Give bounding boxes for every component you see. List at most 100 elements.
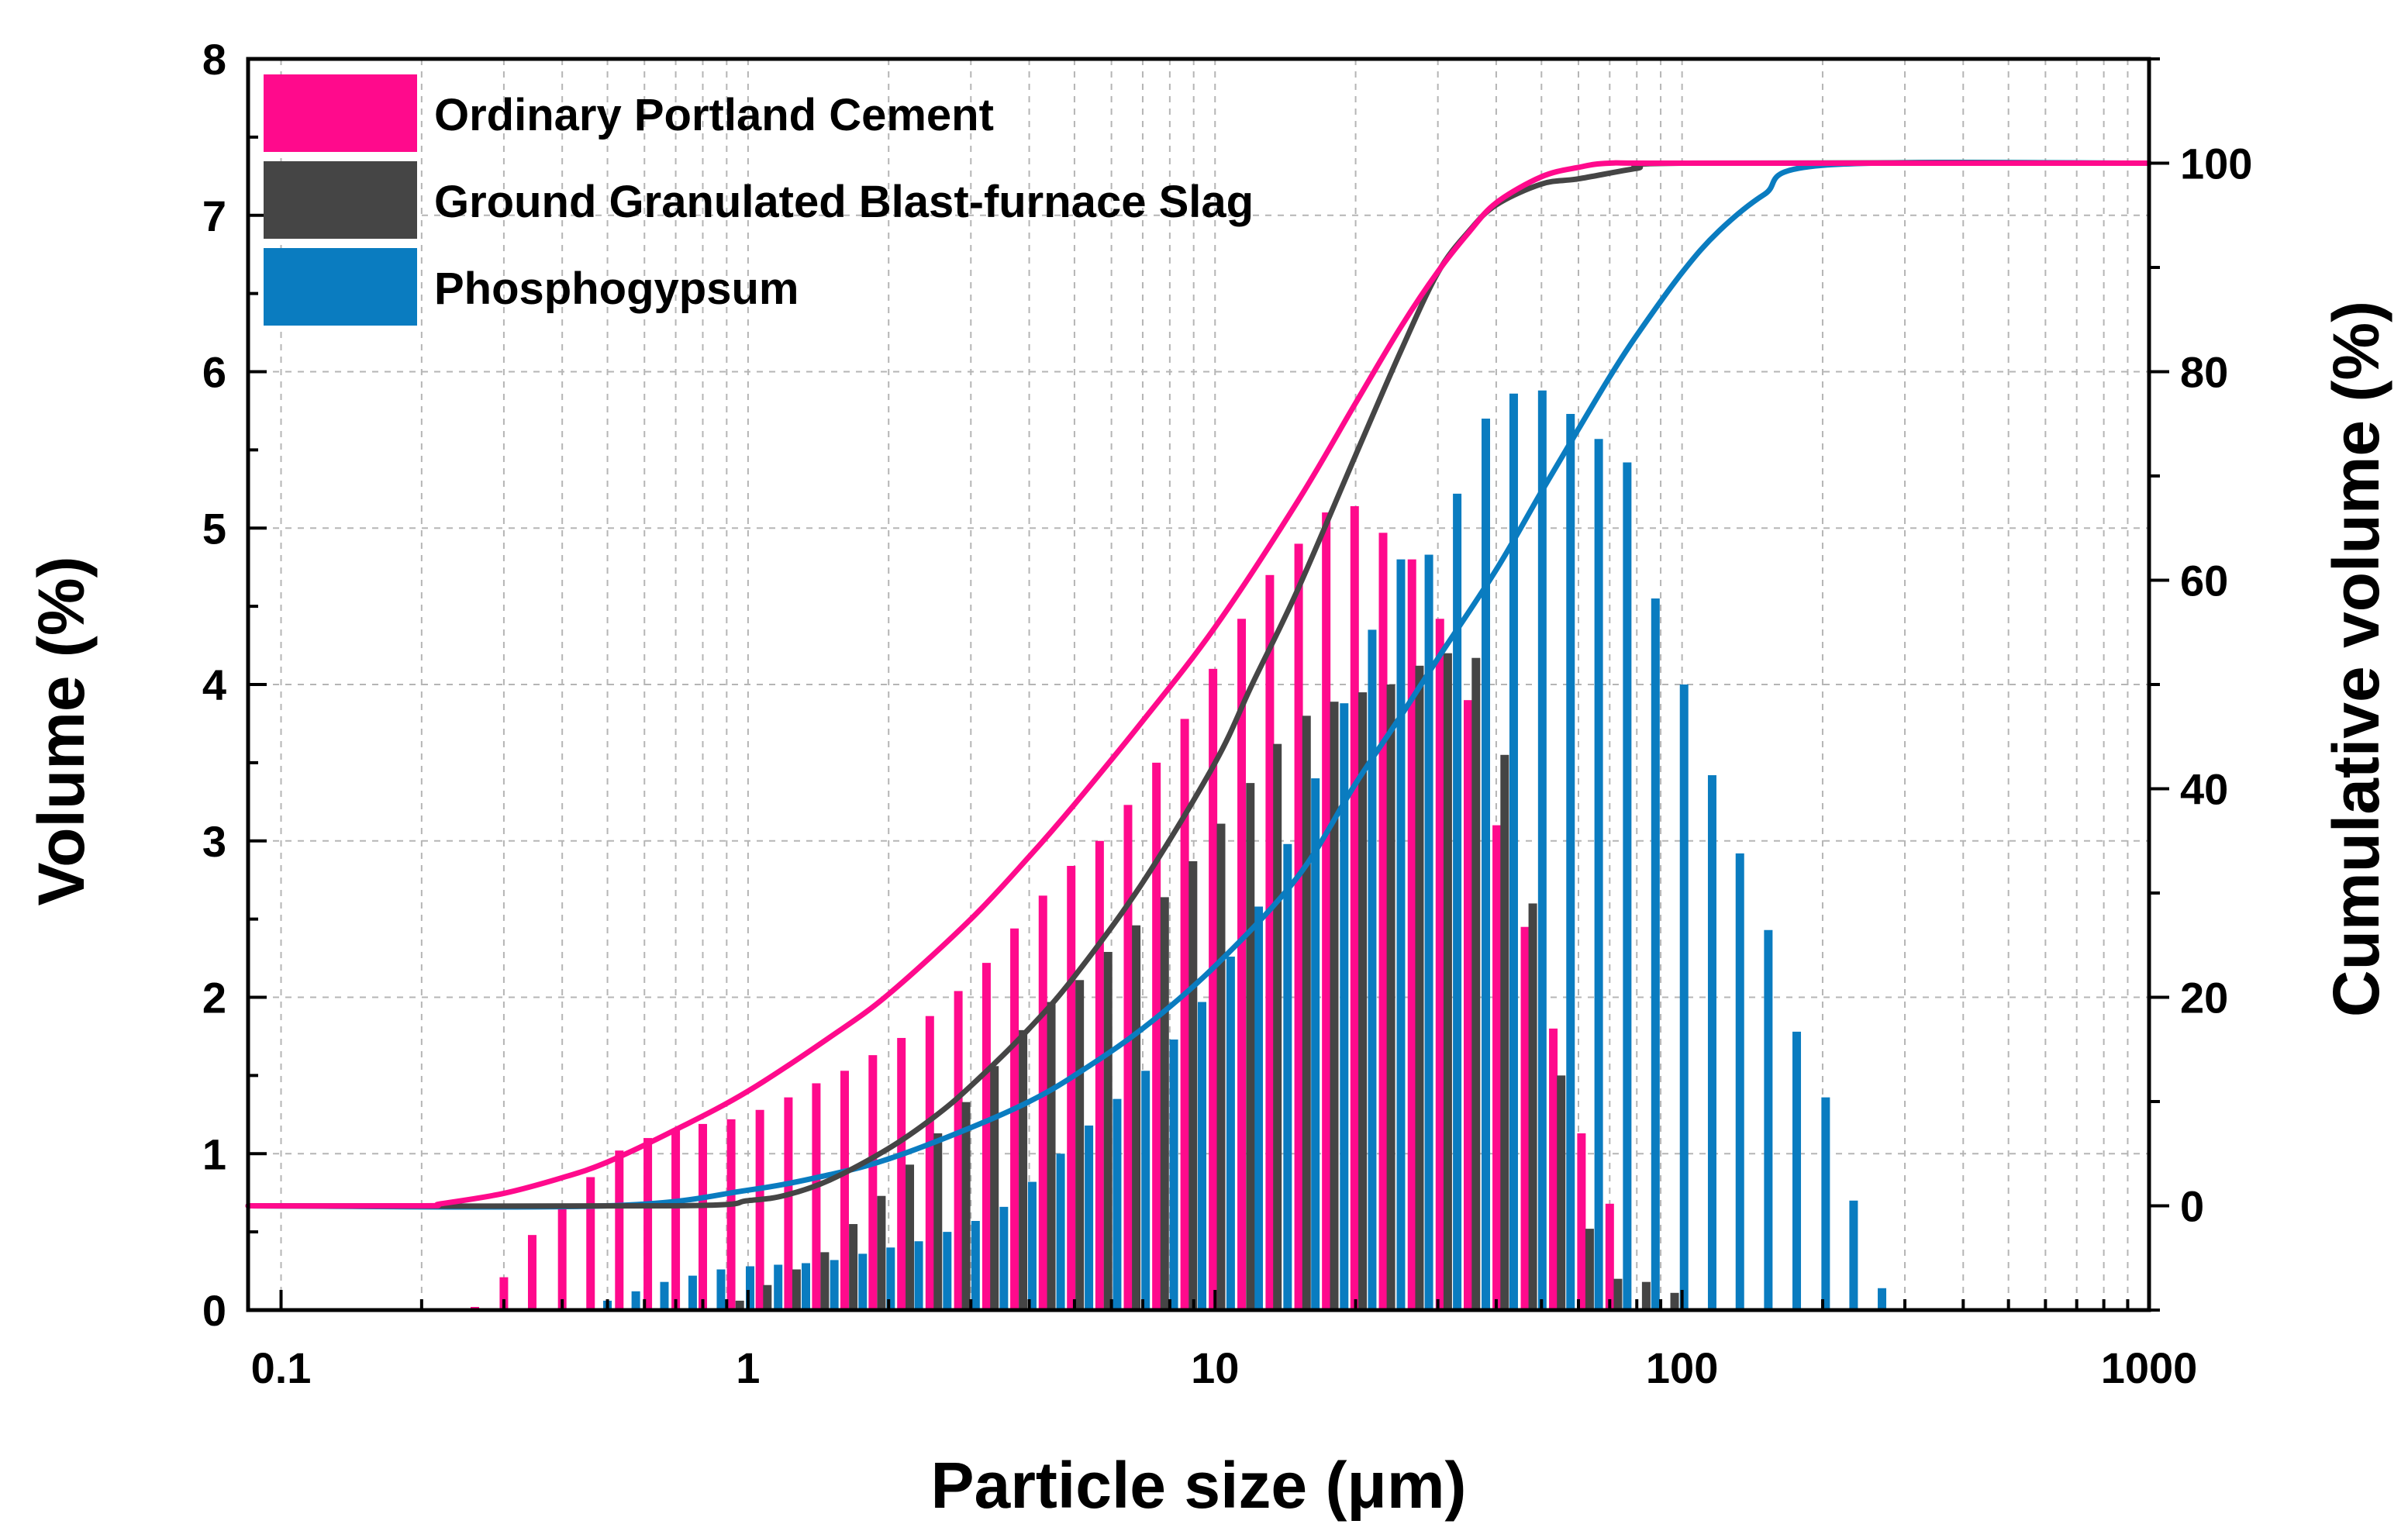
ggbs-bar: [1075, 980, 1085, 1310]
pg-bar: [1198, 1002, 1207, 1310]
opc-bar: [1095, 840, 1104, 1310]
y-tick-label: 0: [202, 1286, 226, 1335]
y-tick-label: 3: [202, 817, 226, 866]
pg-bar: [999, 1206, 1009, 1310]
opc-bar: [671, 1129, 681, 1310]
ggbs-cumulative-line: [245, 160, 2152, 1209]
ggbs-bar: [1246, 783, 1255, 1310]
y2-tick-label: 80: [2180, 348, 2228, 397]
pg-bar: [830, 1260, 839, 1310]
ggbs-bar: [1160, 897, 1169, 1310]
opc-bar: [784, 1097, 793, 1310]
ggbs-bar: [792, 1269, 801, 1310]
pg-bar: [1311, 778, 1320, 1310]
opc-bar: [1010, 928, 1019, 1310]
pg-bar: [943, 1232, 952, 1310]
ggbs-bar: [1132, 925, 1141, 1310]
pg-bar: [1113, 1098, 1122, 1310]
pg-bar: [1651, 598, 1660, 1310]
ggbs-bar: [1500, 754, 1509, 1310]
pg-bar: [1821, 1097, 1830, 1310]
opc-bar: [840, 1071, 849, 1310]
opc-bar: [1407, 559, 1416, 1310]
opc-bar: [1322, 512, 1331, 1311]
pg-bar: [716, 1269, 726, 1310]
ggbs-bar: [1302, 716, 1311, 1310]
ggbs-bar: [1613, 1278, 1623, 1310]
opc-bar: [1067, 866, 1076, 1310]
ggbs-bar: [849, 1224, 858, 1310]
ggbs-bar: [933, 1133, 943, 1310]
pg-bar: [660, 1281, 669, 1310]
opc-bar: [615, 1150, 624, 1310]
opc-bar: [1492, 825, 1502, 1310]
pg-bar: [1169, 1039, 1178, 1310]
pg-bar: [1878, 1288, 1887, 1310]
x-tick-label: 100: [1646, 1343, 1718, 1392]
pg-bar: [631, 1291, 640, 1310]
y2-axis-title: Cumulative volume (%): [2320, 301, 2392, 1017]
pg-bar: [1792, 1031, 1802, 1310]
ggbs-bar: [1585, 1229, 1594, 1310]
pg-bar: [1424, 554, 1433, 1310]
opc-bar: [1237, 619, 1247, 1310]
opc-bar: [1209, 668, 1218, 1310]
legend-swatch-pg: [264, 248, 417, 326]
legend-label-pg: Phosphogypsum: [434, 264, 799, 314]
x-tick-label: 1000: [2101, 1343, 2198, 1392]
y2-tick-label: 100: [2180, 140, 2252, 188]
opc-bar: [1123, 805, 1133, 1310]
legend: Ordinary Portland Cement Ground Granulat…: [264, 74, 1254, 326]
pg-bar: [688, 1275, 697, 1310]
pg-bar: [1566, 413, 1575, 1311]
pg-bar: [1509, 393, 1518, 1310]
y-tick-label: 8: [202, 35, 226, 84]
ggbs-bar: [1641, 1281, 1651, 1310]
ggbs-bar: [820, 1252, 830, 1310]
pg-cumulative-line: [245, 159, 2152, 1210]
pg-bar: [858, 1253, 868, 1310]
opc-bar: [1038, 895, 1047, 1310]
bar-series-group: [470, 390, 1887, 1311]
pg-bar: [1764, 929, 1773, 1310]
ggbs-bar: [990, 1066, 999, 1310]
opc-bar: [557, 1208, 567, 1310]
y-tick-label: 6: [202, 348, 226, 397]
pg-bar: [1679, 684, 1689, 1310]
opc-bar: [1265, 574, 1275, 1310]
y-axis-title: Volume (%): [25, 556, 98, 905]
y2-tick-label: 0: [2180, 1182, 2204, 1231]
ggbs-bar: [1670, 1292, 1679, 1310]
ggbs-bar: [1471, 657, 1481, 1310]
pg-bar: [801, 1263, 810, 1310]
opc-bar: [1350, 506, 1359, 1310]
opc-bar: [1605, 1203, 1614, 1310]
opc-bar: [726, 1119, 736, 1310]
ggbs-bar: [1557, 1075, 1566, 1310]
opc-bar: [755, 1109, 764, 1310]
pg-bar: [1085, 1125, 1094, 1310]
axis-ticks: [248, 57, 2169, 1312]
opc-bar: [1520, 926, 1530, 1310]
opc-bar: [812, 1083, 821, 1310]
y2-tick-label: 20: [2180, 974, 2228, 1022]
pg-bar: [1368, 629, 1377, 1310]
pg-bar: [914, 1241, 923, 1310]
opc-bar: [586, 1177, 595, 1310]
opc-bar: [868, 1055, 878, 1310]
opc-cumulative-line: [245, 160, 2152, 1209]
y-tick-label: 4: [202, 660, 226, 709]
legend-label-ggbs: Ground Granulated Blast-furnace Slag: [434, 177, 1254, 227]
pg-bar: [1254, 906, 1264, 1310]
opc-bar: [981, 963, 991, 1310]
pg-bar: [1623, 462, 1632, 1310]
legend-label-opc: Ordinary Portland Cement: [434, 90, 994, 140]
ggbs-bar: [1047, 1002, 1056, 1310]
y-tick-label: 1: [202, 1129, 226, 1178]
ggbs-bar: [1019, 1029, 1028, 1310]
opc-bar: [643, 1138, 653, 1310]
ggbs-bar: [1415, 665, 1424, 1310]
opc-bar: [1180, 719, 1189, 1310]
legend-swatch-ggbs: [264, 161, 417, 239]
